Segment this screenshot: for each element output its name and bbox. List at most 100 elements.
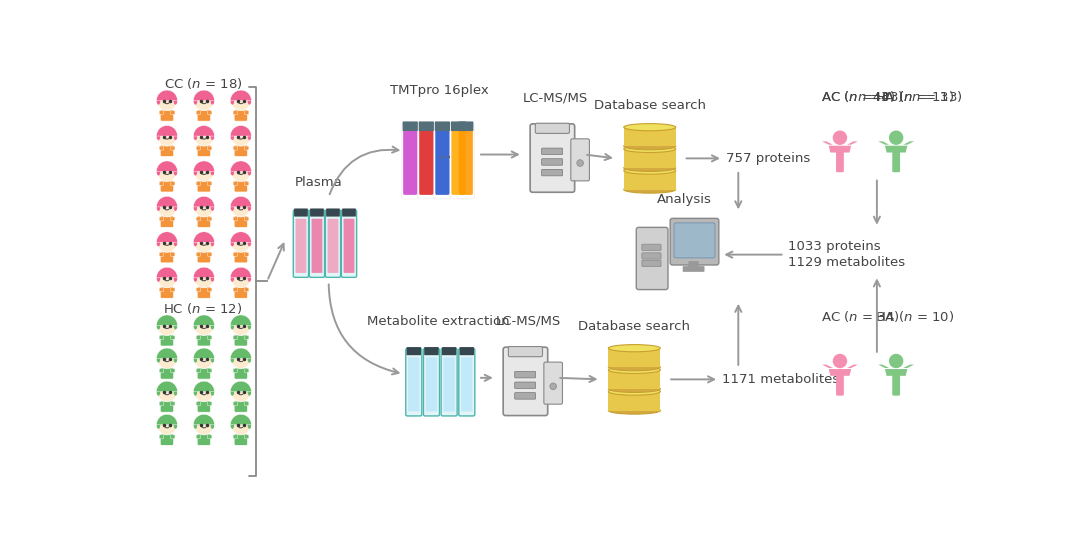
Ellipse shape	[157, 170, 160, 176]
Ellipse shape	[174, 275, 177, 282]
FancyBboxPatch shape	[688, 261, 699, 268]
Ellipse shape	[193, 170, 198, 176]
Wedge shape	[193, 381, 215, 391]
Circle shape	[577, 159, 583, 166]
FancyBboxPatch shape	[207, 217, 212, 221]
FancyBboxPatch shape	[160, 145, 174, 157]
FancyBboxPatch shape	[234, 287, 247, 298]
FancyBboxPatch shape	[197, 288, 201, 292]
FancyBboxPatch shape	[642, 260, 661, 266]
FancyBboxPatch shape	[892, 152, 899, 172]
Ellipse shape	[174, 390, 177, 396]
FancyBboxPatch shape	[198, 110, 211, 121]
Ellipse shape	[193, 390, 198, 396]
FancyBboxPatch shape	[207, 435, 212, 439]
Ellipse shape	[247, 423, 252, 429]
FancyBboxPatch shape	[197, 252, 201, 256]
FancyBboxPatch shape	[234, 335, 247, 346]
FancyBboxPatch shape	[435, 121, 450, 131]
Ellipse shape	[624, 164, 676, 171]
FancyBboxPatch shape	[311, 219, 323, 273]
FancyBboxPatch shape	[244, 146, 248, 150]
FancyBboxPatch shape	[530, 124, 575, 192]
FancyBboxPatch shape	[159, 146, 163, 150]
FancyBboxPatch shape	[198, 434, 211, 445]
Wedge shape	[193, 161, 215, 171]
FancyBboxPatch shape	[406, 347, 421, 355]
Text: ···: ···	[437, 151, 451, 166]
FancyBboxPatch shape	[426, 357, 437, 411]
Circle shape	[194, 315, 214, 336]
Wedge shape	[157, 348, 177, 359]
Text: 1129 metabolites: 1129 metabolites	[788, 256, 905, 269]
FancyBboxPatch shape	[327, 219, 338, 273]
FancyBboxPatch shape	[424, 347, 438, 355]
FancyBboxPatch shape	[444, 357, 455, 411]
FancyBboxPatch shape	[674, 223, 715, 258]
Circle shape	[157, 315, 177, 336]
FancyBboxPatch shape	[244, 182, 248, 185]
Ellipse shape	[174, 99, 177, 105]
Ellipse shape	[608, 345, 660, 352]
Wedge shape	[230, 90, 252, 100]
Circle shape	[231, 197, 251, 217]
Ellipse shape	[193, 205, 198, 211]
FancyBboxPatch shape	[457, 123, 475, 199]
FancyBboxPatch shape	[197, 368, 201, 373]
FancyBboxPatch shape	[442, 347, 457, 355]
Wedge shape	[157, 232, 177, 242]
FancyBboxPatch shape	[461, 357, 473, 411]
Text: 1033 proteins: 1033 proteins	[788, 240, 881, 253]
Ellipse shape	[193, 357, 198, 362]
Circle shape	[231, 315, 251, 336]
FancyBboxPatch shape	[515, 372, 536, 378]
Text: TMTpro 16plex: TMTpro 16plex	[390, 84, 489, 97]
FancyBboxPatch shape	[450, 121, 467, 131]
FancyBboxPatch shape	[159, 252, 163, 256]
Wedge shape	[230, 161, 252, 171]
FancyBboxPatch shape	[636, 227, 669, 289]
FancyBboxPatch shape	[160, 401, 174, 412]
Ellipse shape	[231, 134, 234, 140]
Wedge shape	[193, 232, 215, 242]
FancyBboxPatch shape	[244, 288, 248, 292]
Ellipse shape	[211, 323, 214, 330]
FancyBboxPatch shape	[542, 159, 563, 165]
FancyBboxPatch shape	[159, 182, 163, 185]
Ellipse shape	[624, 146, 676, 153]
FancyBboxPatch shape	[198, 216, 211, 228]
FancyBboxPatch shape	[233, 182, 238, 185]
Polygon shape	[608, 348, 660, 367]
FancyBboxPatch shape	[234, 110, 247, 121]
Circle shape	[194, 268, 214, 288]
FancyBboxPatch shape	[671, 219, 719, 265]
Ellipse shape	[174, 423, 177, 429]
Wedge shape	[157, 126, 177, 136]
Ellipse shape	[247, 134, 252, 140]
Circle shape	[231, 415, 251, 435]
FancyBboxPatch shape	[402, 123, 419, 199]
FancyBboxPatch shape	[417, 123, 435, 199]
FancyBboxPatch shape	[571, 139, 590, 181]
Circle shape	[194, 233, 214, 252]
Wedge shape	[193, 126, 215, 136]
Circle shape	[194, 415, 214, 435]
FancyBboxPatch shape	[544, 362, 563, 404]
Ellipse shape	[624, 186, 676, 193]
FancyBboxPatch shape	[294, 210, 309, 277]
Wedge shape	[157, 197, 177, 207]
Polygon shape	[624, 171, 676, 190]
Polygon shape	[624, 127, 676, 146]
Text: Database search: Database search	[594, 99, 705, 112]
Circle shape	[194, 382, 214, 402]
Polygon shape	[903, 365, 914, 368]
Ellipse shape	[174, 323, 177, 330]
FancyBboxPatch shape	[234, 145, 247, 157]
FancyBboxPatch shape	[171, 111, 175, 114]
Wedge shape	[157, 90, 177, 100]
Text: AC ($\it{n}$ =43): AC ($\it{n}$ =43)	[821, 89, 895, 104]
Text: Analysis: Analysis	[657, 193, 712, 206]
Polygon shape	[828, 146, 851, 153]
FancyBboxPatch shape	[403, 121, 418, 131]
Ellipse shape	[211, 241, 214, 246]
